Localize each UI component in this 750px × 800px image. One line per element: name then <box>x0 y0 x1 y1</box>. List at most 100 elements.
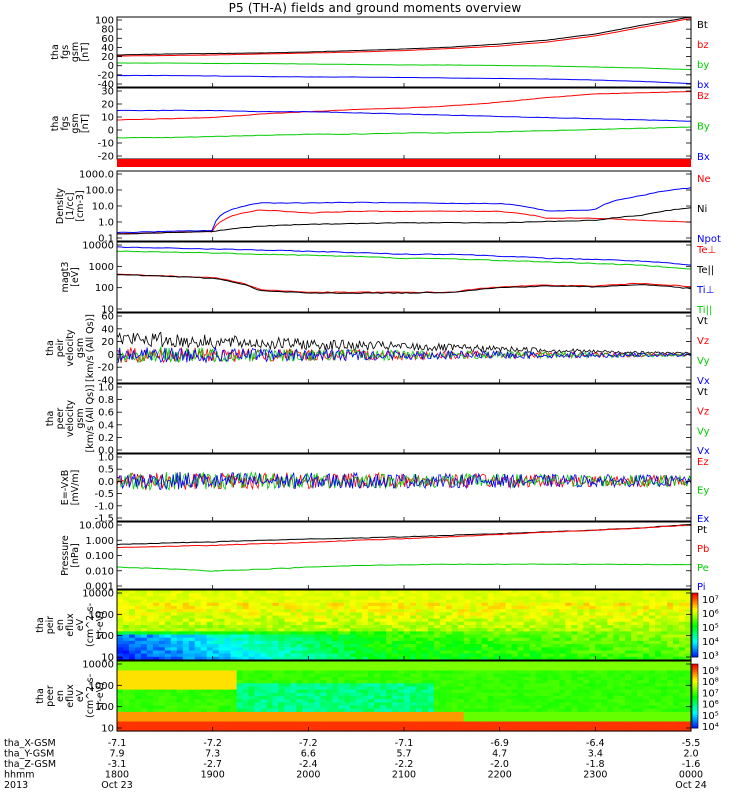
spec-cell <box>326 661 333 665</box>
spec-cell <box>326 715 333 719</box>
spec-cell <box>320 670 327 675</box>
spec-cell <box>362 692 369 697</box>
spec-cell <box>194 676 202 681</box>
spec-cell <box>661 618 668 623</box>
spec-cell <box>410 634 417 639</box>
spec-cell <box>547 618 555 623</box>
spec-cell <box>278 618 285 623</box>
spec-cell <box>457 718 465 723</box>
spec-cell <box>613 699 620 703</box>
spec-cell <box>625 640 632 645</box>
spec-cell <box>272 705 280 710</box>
spec-cell <box>416 615 423 620</box>
spec-cell <box>595 602 602 607</box>
spec-cell <box>314 625 321 629</box>
spec-cell <box>398 727 405 732</box>
spec-cell <box>523 661 531 665</box>
spec-cell <box>224 705 232 710</box>
spec-cell <box>242 680 250 684</box>
spec-cell <box>188 593 196 597</box>
spec-cell <box>158 727 166 732</box>
spec-cell <box>284 628 291 632</box>
spec-cell <box>117 718 124 723</box>
spec-cell <box>182 686 190 691</box>
spec-cell <box>140 640 148 645</box>
spec-cell <box>248 653 256 658</box>
spec-cell <box>398 625 405 629</box>
spec-cell <box>661 664 668 668</box>
spec-cell <box>487 609 495 613</box>
spec-cell <box>625 692 632 697</box>
spec-cell <box>212 661 220 665</box>
spec-cell <box>655 724 662 729</box>
y-axis-label-line: Pressure <box>60 535 71 576</box>
spec-cell <box>314 708 321 713</box>
spec-cell <box>266 711 274 716</box>
spec-cell <box>613 686 620 691</box>
spec-cell <box>505 590 513 594</box>
spec-cell <box>535 724 543 729</box>
spec-cell <box>481 689 489 694</box>
y-axis-label-line: gsm <box>70 42 81 62</box>
spec-cell <box>571 637 578 642</box>
spec-cell <box>589 637 596 642</box>
x-axis-value: -7.1 <box>108 738 127 749</box>
spec-cell <box>416 650 423 655</box>
colorbar-segment <box>692 652 698 656</box>
spec-cell <box>667 609 674 613</box>
spec-cell <box>182 705 190 710</box>
spec-cell <box>583 615 590 620</box>
spec-cell <box>535 621 543 626</box>
spec-cell <box>272 640 280 645</box>
spec-cell <box>673 715 680 719</box>
spec-cell <box>182 615 190 620</box>
spec-cell <box>260 699 268 703</box>
spec-cell <box>212 656 220 661</box>
spec-cell <box>571 621 578 626</box>
spec-cell <box>164 718 172 723</box>
spec-cell <box>182 708 190 713</box>
colorbar-segment <box>692 650 698 654</box>
spec-cell <box>374 727 381 732</box>
spec-cell <box>601 724 608 729</box>
spec-cell <box>433 647 441 652</box>
spec-cell <box>170 609 178 613</box>
spec-cell <box>344 680 351 684</box>
spec-cell <box>236 605 244 610</box>
spec-cell <box>613 634 620 639</box>
spec-cell <box>667 656 674 661</box>
spec-cell <box>577 615 584 620</box>
spec-cell <box>655 634 662 639</box>
spec-cell <box>290 602 297 607</box>
spec-cell <box>493 593 501 597</box>
spec-cell <box>362 699 369 703</box>
spec-cell <box>296 715 303 719</box>
spec-cell <box>200 590 208 594</box>
spec-cell <box>667 640 674 645</box>
spec-cell <box>433 699 441 703</box>
colorbar-segment <box>692 633 698 637</box>
spec-cell <box>272 702 280 707</box>
spec-cell <box>404 653 411 658</box>
spec-cell <box>517 676 525 681</box>
spec-cell <box>410 602 417 607</box>
spec-cell <box>164 661 172 665</box>
spec-cell <box>427 699 435 703</box>
spec-cell <box>547 650 555 655</box>
spec-cell <box>410 686 417 691</box>
spec-cell <box>176 673 184 678</box>
spec-cell <box>368 628 375 632</box>
spec-cell <box>541 692 549 697</box>
spec-cell <box>529 718 537 723</box>
spec-cell <box>248 696 256 700</box>
y-axis-label: tha peer en eflux eV (cm^2-s-sr-eV) <box>35 674 106 718</box>
spec-cell <box>649 711 656 716</box>
spec-cell <box>374 673 381 678</box>
spec-cell <box>499 686 507 691</box>
spec-cell <box>583 647 590 652</box>
spec-cell <box>421 590 429 594</box>
spec-cell <box>577 711 584 716</box>
spec-cell <box>523 696 531 700</box>
spec-cell <box>523 634 531 639</box>
spec-cell <box>553 640 561 645</box>
